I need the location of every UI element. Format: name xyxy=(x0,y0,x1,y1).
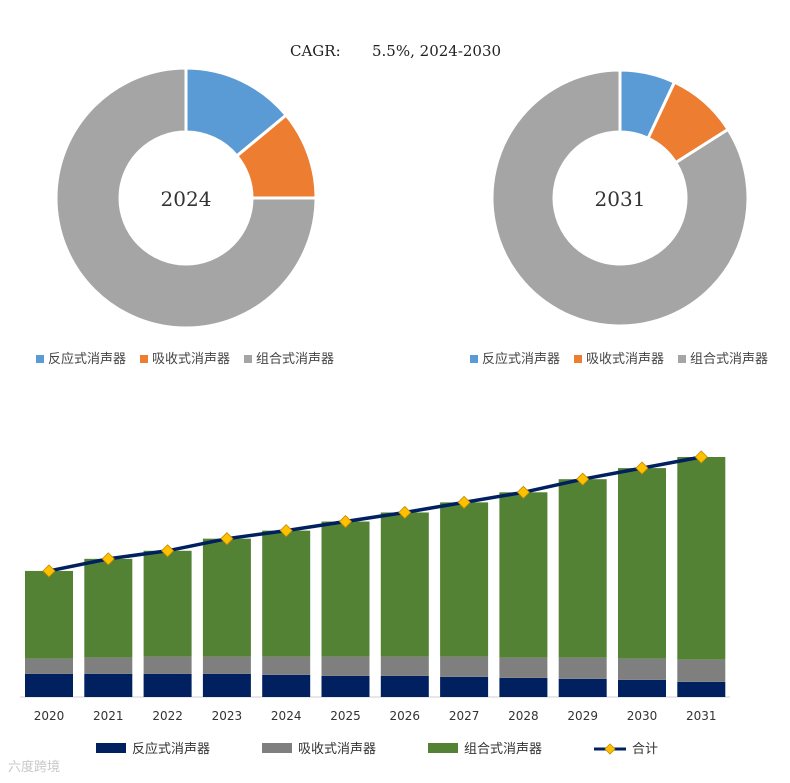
total-marker-2023 xyxy=(220,532,234,546)
total-marker-2024 xyxy=(279,524,293,538)
total-marker-2030 xyxy=(635,461,649,475)
bar-reactive-2023 xyxy=(202,673,251,697)
bar-combined-2027 xyxy=(440,502,489,657)
x-tick-label-2025: 2025 xyxy=(330,709,361,723)
bar-legend-label-absorptive: 吸收式消声器 xyxy=(298,742,376,757)
legend-swatch-absorptive xyxy=(140,355,148,363)
total-marker-2029 xyxy=(576,472,590,486)
legend-label-combined: 组合式消声器 xyxy=(256,352,334,367)
bar-combined-2031 xyxy=(677,457,726,660)
bar-legend-swatch-combined xyxy=(428,743,458,753)
bar-absorptive-2025 xyxy=(321,656,370,676)
bar-combined-2021 xyxy=(84,558,133,658)
stacked-bar-chart: 2020 2021 2022 2023 2024 2025 2026 2027 2028 2029… xyxy=(20,450,730,723)
x-tick-label-2021: 2021 xyxy=(93,709,124,723)
x-tick-label-2026: 2026 xyxy=(390,709,421,723)
total-marker-2027 xyxy=(457,495,471,509)
bar-reactive-2024 xyxy=(262,674,311,697)
bar-reactive-2026 xyxy=(380,675,429,697)
bar-absorptive-2029 xyxy=(558,657,607,679)
bar-reactive-2025 xyxy=(321,675,370,697)
bar-reactive-2022 xyxy=(143,673,192,697)
legend-swatch-reactive xyxy=(36,355,44,363)
donut-center-label: 2031 xyxy=(595,187,646,211)
total-marker-2021 xyxy=(101,552,115,566)
x-tick-label-2031: 2031 xyxy=(686,709,717,723)
total-marker-2025 xyxy=(338,514,353,529)
bar-absorptive-2028 xyxy=(499,657,548,678)
donut-legend-2031: 反应式消声器 吸收式消声器 组合式消声器 xyxy=(470,351,768,367)
bar-legend-label-reactive: 反应式消声器 xyxy=(132,741,210,757)
bar-combined-2023 xyxy=(202,538,251,657)
bar-absorptive-2030 xyxy=(618,658,666,680)
bar-reactive-2027 xyxy=(440,676,489,697)
legend-label-reactive: 反应式消声器 xyxy=(482,351,560,367)
cagr-label: CAGR: xyxy=(290,42,341,60)
bar-combined-2020 xyxy=(25,570,73,659)
bar-absorptive-2027 xyxy=(440,656,489,677)
bar-legend-label-total: 合计 xyxy=(632,742,658,757)
bar-combined-2022 xyxy=(143,550,192,657)
donut-slice-combined xyxy=(490,68,750,328)
bar-combined-2028 xyxy=(499,492,548,658)
legend-swatch-reactive xyxy=(470,355,478,363)
legend-swatch-combined xyxy=(678,355,686,363)
bar-legend-swatch-absorptive xyxy=(262,743,292,753)
total-marker-2026 xyxy=(398,505,412,520)
legend-swatch-combined xyxy=(244,355,252,363)
bar-combined-2026 xyxy=(380,512,429,657)
bar-absorptive-2026 xyxy=(380,656,429,676)
bar-reactive-2030 xyxy=(618,679,666,697)
legend-label-combined: 组合式消声器 xyxy=(690,352,768,367)
bar-legend-swatch-total-marker xyxy=(604,743,616,755)
cagr-value: 5.5%, 2024-2030 xyxy=(372,42,501,60)
total-marker-2031 xyxy=(694,450,708,464)
bar-absorptive-2023 xyxy=(202,656,251,674)
donut-chart-2031: 2031 xyxy=(490,68,750,328)
bar-legend-label-combined: 组合式消声器 xyxy=(464,742,542,757)
x-tick-label-2030: 2030 xyxy=(627,709,658,723)
bar-absorptive-2022 xyxy=(143,656,192,674)
bar-combined-2030 xyxy=(618,468,666,659)
donut-legend-2024: 反应式消声器 吸收式消声器 组合式消声器 xyxy=(36,351,334,367)
bar-absorptive-2020 xyxy=(25,658,73,674)
x-tick-label-2028: 2028 xyxy=(508,709,539,723)
total-marker-2022 xyxy=(161,544,175,558)
bar-reactive-2028 xyxy=(499,677,548,697)
bar-reactive-2029 xyxy=(558,678,607,697)
bar-combined-2025 xyxy=(321,521,370,657)
donut-slice-combined xyxy=(54,66,318,330)
bar-absorptive-2024 xyxy=(262,656,311,675)
bar-reactive-2031 xyxy=(677,681,726,697)
total-marker-2028 xyxy=(516,485,530,499)
x-tick-label-2023: 2023 xyxy=(212,709,243,723)
bar-combined-2024 xyxy=(262,530,311,657)
bar-chart-legend: 反应式消声器 吸收式消声器 组合式消声器 合计 xyxy=(96,741,658,757)
x-tick-label-2024: 2024 xyxy=(271,709,302,723)
bar-reactive-2021 xyxy=(84,673,133,697)
legend-label-absorptive: 吸收式消声器 xyxy=(152,352,230,367)
watermark: 六度跨境 xyxy=(8,760,61,775)
legend-label-reactive: 反应式消声器 xyxy=(48,351,126,367)
x-tick-label-2020: 2020 xyxy=(34,709,65,723)
legend-label-absorptive: 吸收式消声器 xyxy=(586,352,664,367)
x-tick-label-2022: 2022 xyxy=(152,709,183,723)
bar-absorptive-2031 xyxy=(677,659,726,682)
x-tick-label-2029: 2029 xyxy=(567,709,598,723)
donut-chart-2024: 2024 xyxy=(54,66,318,330)
total-marker-2020 xyxy=(42,564,56,578)
bar-reactive-2020 xyxy=(25,673,73,697)
donut-center-label: 2024 xyxy=(161,187,212,211)
total-line xyxy=(48,455,702,573)
legend-swatch-absorptive xyxy=(574,355,582,363)
bar-legend-swatch-reactive xyxy=(96,743,126,753)
bar-combined-2029 xyxy=(558,479,607,658)
x-tick-label-2027: 2027 xyxy=(449,709,480,723)
bar-absorptive-2021 xyxy=(84,657,133,674)
